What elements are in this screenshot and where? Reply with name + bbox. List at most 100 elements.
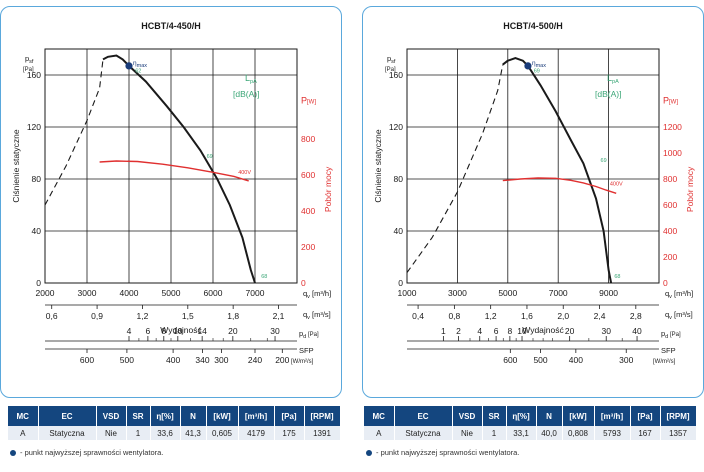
pressure-curve — [102, 54, 256, 284]
pd-tick-label: 14 — [197, 326, 207, 336]
x2-tick-label: 2,4 — [594, 311, 606, 321]
header-cell: VSD — [96, 406, 127, 426]
y-tick-label: 80 — [32, 174, 42, 184]
x2-unit-label: qv [m³/s] — [665, 310, 693, 321]
lpa-label: LpA — [607, 73, 619, 85]
pd-tick-label: 10 — [173, 326, 183, 336]
table-cell: 33,6 — [150, 426, 181, 440]
header-cell: [kW] — [206, 406, 239, 426]
chart-panel-left: HCBT/4-450/H 0 40 80 120 160 psf [Pa] Ciśnienie… — [0, 6, 342, 398]
sfp-tick-label: 500 — [533, 355, 547, 365]
y-tick-label: 0 — [36, 278, 41, 288]
header-cell: VSD — [452, 406, 483, 426]
power-axis-title: Pobór mocy — [323, 166, 333, 212]
pd-tick-label: 30 — [601, 326, 611, 336]
sfp-label: SFP — [661, 346, 676, 355]
header-cell: [Pa] — [274, 406, 305, 426]
sfp-tick-label: 600 — [503, 355, 517, 365]
power-curve — [99, 160, 249, 182]
header-cell: [m³/h] — [238, 406, 275, 426]
x2-tick-label: 1,6 — [521, 311, 533, 321]
header-cell: SR — [482, 406, 507, 426]
header-cell: SR — [126, 406, 151, 426]
power-tick-label: 0 — [663, 278, 668, 288]
power-tick-label: 400 — [301, 206, 315, 216]
x-tick-label: 3000 — [448, 288, 467, 298]
footnote-text: - punkt najwyższej sprawności wentylator… — [376, 448, 520, 457]
header-cell: [Pa] — [630, 406, 661, 426]
x-unit-label: qv [m³/h] — [303, 289, 331, 300]
x2-tick-label: 1,8 — [227, 311, 239, 321]
table-header-row: MC EC VSD SR η[%] N [kW] [m³/h] [Pa] [RP… — [364, 406, 697, 426]
header-cell: [kW] — [562, 406, 595, 426]
table-cell: Statyczna — [394, 426, 453, 440]
y-tick-label: 0 — [398, 278, 403, 288]
table-cell: 1 — [482, 426, 507, 440]
power-tick-label: 800 — [301, 134, 315, 144]
eta-max-point — [125, 62, 133, 70]
x-tick-label: 7000 — [549, 288, 568, 298]
noise-level-label: 68 — [614, 274, 620, 280]
x-tick-label: 3000 — [78, 288, 97, 298]
pd-unit-label: pd — [661, 329, 668, 340]
chart-panel-right: HCBT/4-500/H 0 40 80 120 160 psf [Pa] Ciśnienie… — [362, 6, 704, 398]
x2-tick-label: 1,5 — [182, 311, 194, 321]
noise-level-label: 69 — [207, 154, 213, 160]
noise-level-label: 68 — [261, 274, 267, 280]
noise-level-label: 69 — [601, 158, 607, 164]
y-unit-bracket: [Pa] — [385, 67, 396, 73]
sfp-label: SFP — [299, 346, 314, 355]
chart-title: HCBT/4-450/H — [141, 21, 201, 31]
y-tick-label: 40 — [394, 226, 404, 236]
pd-tick-label: 8 — [508, 326, 513, 336]
sfp-tick-label: 200 — [275, 355, 289, 365]
power-curve — [502, 177, 617, 194]
lpa-unit: [dB(A)] — [595, 89, 621, 99]
y-tick-label: 160 — [27, 70, 41, 80]
table-cell: A — [8, 426, 39, 440]
pd-tick-label: 1 — [441, 326, 446, 336]
x-tick-label: 7000 — [246, 288, 265, 298]
x2-tick-label: 2,8 — [630, 311, 642, 321]
table-cell: Nie — [96, 426, 127, 440]
pressure-curve — [502, 57, 613, 284]
sfp-tick-label: 400 — [166, 355, 180, 365]
sfp-tick-label: 240 — [248, 355, 262, 365]
power-tick-label: 600 — [301, 170, 315, 180]
x-tick-label: 5000 — [162, 288, 181, 298]
pd-tick-label: 30 — [270, 326, 280, 336]
table-cell: 1391 — [304, 426, 341, 440]
power-tick-label: 400 — [663, 226, 677, 236]
x-unit-label: qv [m³/h] — [665, 289, 693, 300]
table-cell: 0,605 — [206, 426, 239, 440]
header-cell: MC — [364, 406, 395, 426]
pd-tick-label: 20 — [228, 326, 238, 336]
table-cell: 1 — [126, 426, 151, 440]
table-cell: Nie — [452, 426, 483, 440]
header-cell: [RPM] — [660, 406, 697, 426]
header-cell: EC — [394, 406, 453, 426]
noise-level-label: 62 — [135, 68, 141, 74]
footnote-right: - punkt najwyższej sprawności wentylator… — [366, 448, 519, 457]
x2-tick-label: 1,2 — [137, 311, 149, 321]
x2-unit-label: qv [m³/s] — [303, 310, 331, 321]
table-row: A Statyczna Nie 1 33,1 40,0 0,808 5793 1… — [364, 426, 697, 440]
sfp-tick-label: 300 — [619, 355, 633, 365]
table-cell: 33,1 — [506, 426, 537, 440]
sfp-unit: [W/m²/s] — [653, 359, 676, 365]
header-cell: η[%] — [150, 406, 181, 426]
x-tick-label: 4000 — [120, 288, 139, 298]
header-cell: N — [536, 406, 563, 426]
header-cell: MC — [8, 406, 39, 426]
plot-frame — [406, 48, 660, 284]
x-tick-label: 2000 — [36, 288, 55, 298]
power-axis-title: Pobór mocy — [685, 166, 695, 212]
header-cell: η[%] — [506, 406, 537, 426]
power-unit-label: P[W] — [301, 95, 316, 105]
table-cell: 5793 — [594, 426, 631, 440]
sfp-tick-label: 340 — [195, 355, 209, 365]
sfp-tick-label: 300 — [214, 355, 228, 365]
y-tick-label: 120 — [389, 122, 403, 132]
power-curve-label: 400V — [610, 182, 623, 188]
